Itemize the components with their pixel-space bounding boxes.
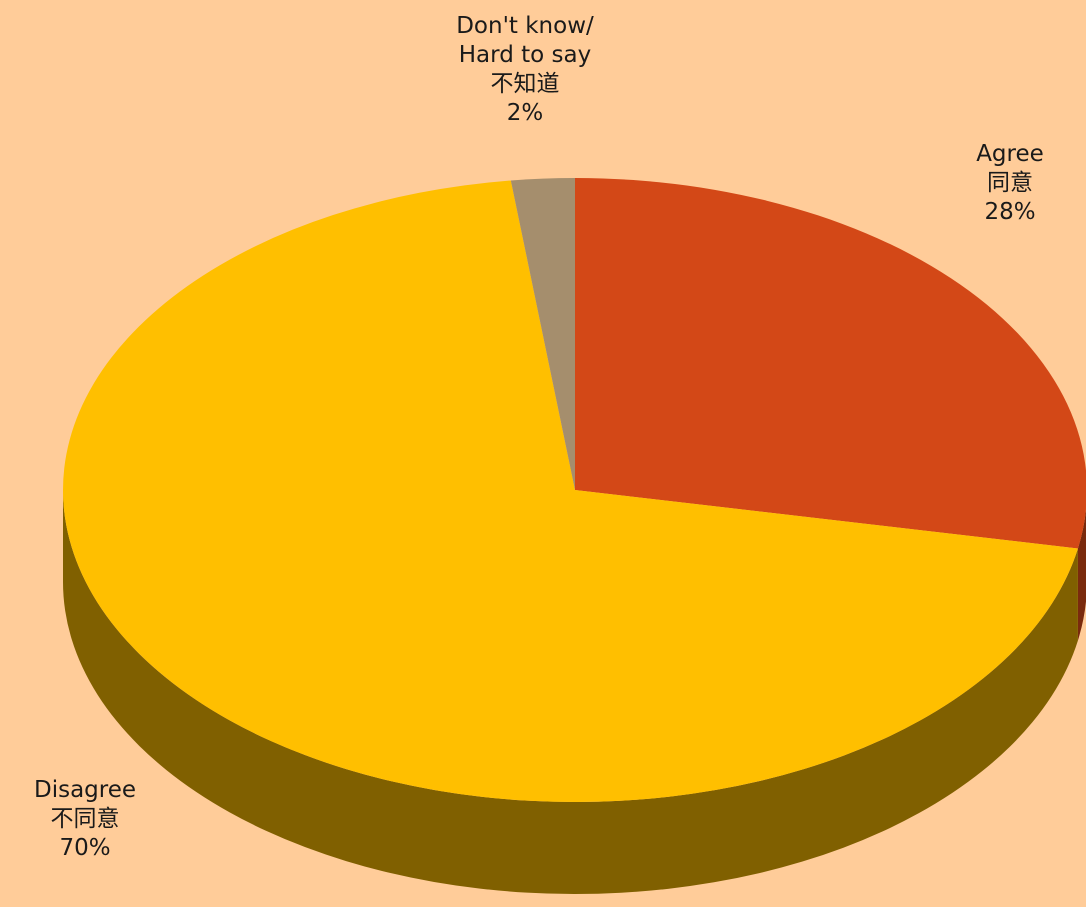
agree-label-value: 28% (984, 199, 1036, 225)
agree-data-label: Agree 同意 28% (955, 140, 1065, 227)
agree-slice (575, 178, 1086, 549)
pie-top-layer (62, 178, 1086, 803)
dontknow-label-en-2: Hard to say (458, 42, 592, 68)
disagree-slice (62, 180, 1078, 803)
agree-slice-side (1077, 509, 1086, 641)
pie-side-layer (63, 490, 1086, 894)
agree-label-zh: 同意 (987, 170, 1033, 196)
dontknow-slice (510, 178, 575, 490)
disagree-label-en: Disagree (33, 777, 137, 803)
disagree-slice-side (63, 490, 1078, 894)
disagree-data-label: Disagree 不同意 70% (15, 776, 155, 863)
dontknow-label-en-1: Don't know/ (456, 13, 594, 39)
dontknow-label-zh: 不知道 (490, 71, 560, 97)
disagree-label-zh: 不同意 (50, 806, 120, 832)
disagree-label-value: 70% (59, 835, 111, 861)
agree-label-en: Agree (976, 141, 1044, 167)
dontknow-label-value: 2% (506, 100, 544, 126)
dontknow-data-label: Don't know/ Hard to say 不知道 2% (420, 12, 630, 128)
